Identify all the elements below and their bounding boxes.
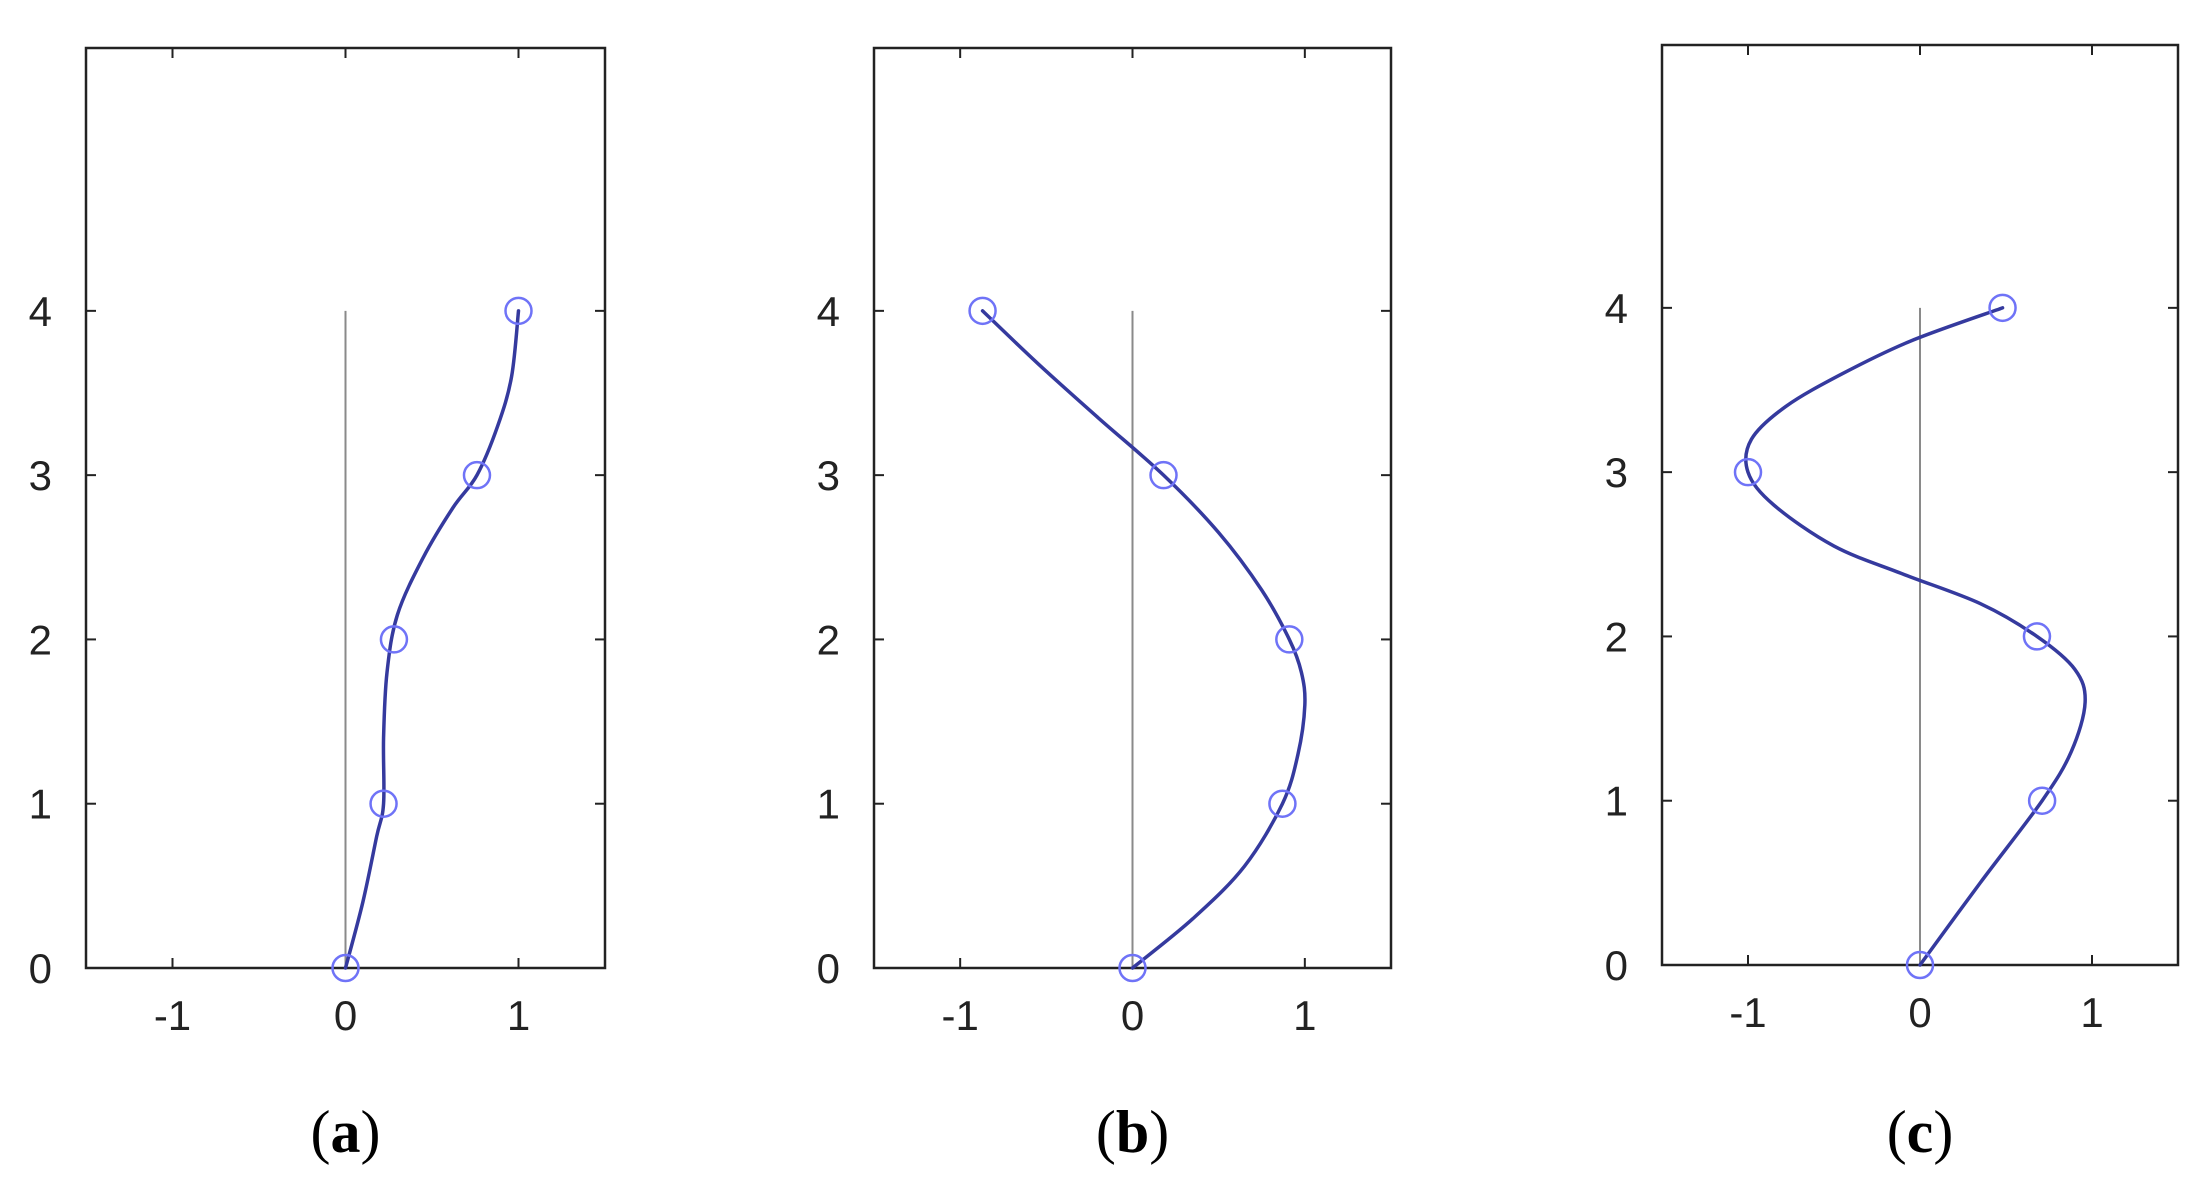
y-tick-label: 1 bbox=[817, 781, 840, 828]
panel-label-letter: b bbox=[1116, 1099, 1149, 1165]
data-point-marker bbox=[504, 296, 533, 326]
panel-label: (a) bbox=[311, 1099, 381, 1165]
data-point-marker bbox=[2022, 622, 2052, 651]
data-point-marker bbox=[1149, 460, 1178, 490]
y-tick-label: 1 bbox=[29, 781, 52, 828]
data-point-marker bbox=[1905, 950, 1935, 980]
y-tick-label: 0 bbox=[1605, 942, 1628, 989]
mode-shape-curve bbox=[980, 309, 1307, 970]
data-point-marker bbox=[2027, 786, 2057, 815]
mode-shape-curve bbox=[343, 309, 521, 970]
x-tick-label: 1 bbox=[507, 992, 530, 1039]
panel-b: -1 0 1 0 1 2 3 4 (b) bbox=[817, 46, 1393, 1165]
data-point-marker bbox=[968, 296, 997, 326]
panel-a: -1 0 1 0 1 2 3 4 (a) bbox=[29, 46, 607, 1165]
y-tick-label: 2 bbox=[29, 616, 52, 663]
mode-shape-curve bbox=[1744, 306, 2087, 967]
data-point-marker bbox=[1268, 789, 1297, 818]
panel-label: (c) bbox=[1887, 1099, 1954, 1165]
y-tick-label: 3 bbox=[29, 452, 52, 499]
x-tick-label: -1 bbox=[154, 992, 191, 1039]
x-tick-label: -1 bbox=[941, 992, 978, 1039]
y-tick-label: 2 bbox=[817, 616, 840, 663]
panel-label: (b) bbox=[1096, 1099, 1169, 1165]
y-tick-label: 1 bbox=[1605, 778, 1628, 825]
panel-c: -1 0 1 0 1 2 3 4 (c) bbox=[1605, 43, 2180, 1165]
y-tick-label: 4 bbox=[817, 288, 840, 335]
x-tick-label: 0 bbox=[1908, 989, 1931, 1036]
x-tick-label: 1 bbox=[2080, 989, 2103, 1036]
data-point-marker bbox=[1275, 625, 1304, 654]
x-tick-label: 1 bbox=[1293, 992, 1316, 1039]
data-point-marker bbox=[331, 953, 360, 983]
panel-label-letter: c bbox=[1907, 1099, 1934, 1165]
y-tick-label: 2 bbox=[1605, 613, 1628, 660]
y-tick-label: 0 bbox=[817, 945, 840, 992]
data-point-marker bbox=[369, 789, 398, 818]
y-tick-label: 3 bbox=[1605, 449, 1628, 496]
data-point-marker bbox=[1118, 953, 1147, 983]
y-tick-label: 3 bbox=[817, 452, 840, 499]
data-point-marker bbox=[379, 625, 409, 654]
data-point-marker bbox=[1988, 293, 2017, 323]
x-tick-label: 0 bbox=[1121, 992, 1144, 1039]
data-point-marker bbox=[1733, 457, 1763, 487]
panel-label-letter: a bbox=[331, 1099, 361, 1165]
y-tick-label: 4 bbox=[1605, 285, 1628, 332]
y-tick-label: 0 bbox=[29, 945, 52, 992]
data-point-marker bbox=[462, 460, 492, 490]
x-tick-label: 0 bbox=[334, 992, 357, 1039]
y-tick-label: 4 bbox=[29, 288, 52, 335]
x-tick-label: -1 bbox=[1729, 989, 1766, 1036]
